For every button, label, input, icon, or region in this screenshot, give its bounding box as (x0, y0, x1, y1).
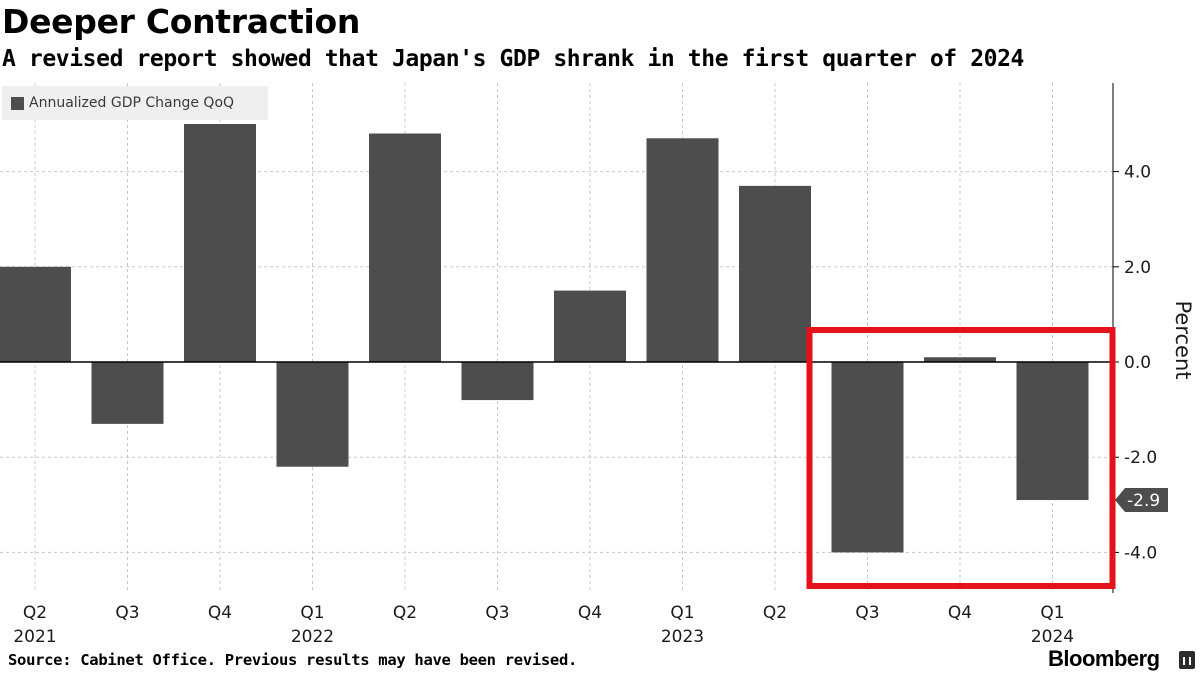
y-tick-label: 2.0 (1124, 258, 1151, 278)
last-value-label: -2.9 (1127, 491, 1160, 511)
bar (369, 133, 441, 362)
highlight-box (806, 327, 1116, 589)
x-tick-label: Q1 (670, 603, 694, 623)
source-note: Source: Cabinet Office. Previous results… (8, 651, 578, 669)
y-tick-label: -2.0 (1124, 448, 1157, 468)
bloomberg-logo: Bloomberg (1048, 646, 1160, 671)
x-tick-label: Q2 (23, 603, 47, 623)
legend: Annualized GDP Change QoQ (2, 86, 268, 120)
bar (461, 362, 534, 401)
x-tick-label: Q2 (393, 603, 417, 623)
x-tick-label: Q1 (1040, 603, 1064, 623)
last-value-tag (1115, 488, 1168, 513)
bar (831, 362, 904, 553)
bar (739, 185, 811, 362)
x-tick-label: Q2 (763, 603, 787, 623)
y-tick-label: -4.0 (1124, 543, 1157, 563)
bloomberg-terminal-icon (1179, 651, 1195, 669)
x-tick-label: Q4 (578, 603, 602, 623)
legend-label: Annualized GDP Change QoQ (29, 95, 235, 111)
bar (0, 266, 71, 362)
y-tick-label: 4.0 (1124, 163, 1151, 183)
bar (1016, 362, 1089, 501)
x-year-label: 2024 (1031, 627, 1074, 647)
bar (646, 138, 719, 362)
x-tick-label: Q4 (948, 603, 972, 623)
x-year-label: 2022 (291, 627, 334, 647)
bar (554, 290, 626, 362)
chart-title: Deeper Contraction (2, 2, 361, 41)
legend-swatch (11, 96, 24, 110)
bar (924, 357, 996, 362)
x-tick-label: Q3 (855, 603, 879, 623)
bar (276, 362, 349, 467)
x-tick-label: Q1 (300, 603, 324, 623)
x-tick-label: Q3 (485, 603, 509, 623)
x-year-label: 2023 (661, 627, 704, 647)
chart-subtitle: A revised report showed that Japan's GDP… (2, 46, 1024, 72)
bar (184, 124, 256, 362)
x-year-label: 2021 (13, 627, 56, 647)
y-tick-label: 0.0 (1124, 353, 1151, 373)
bar (91, 362, 164, 424)
x-tick-label: Q4 (208, 603, 232, 623)
y-axis-title: Percent (1171, 300, 1195, 379)
x-tick-label: Q3 (115, 603, 139, 623)
